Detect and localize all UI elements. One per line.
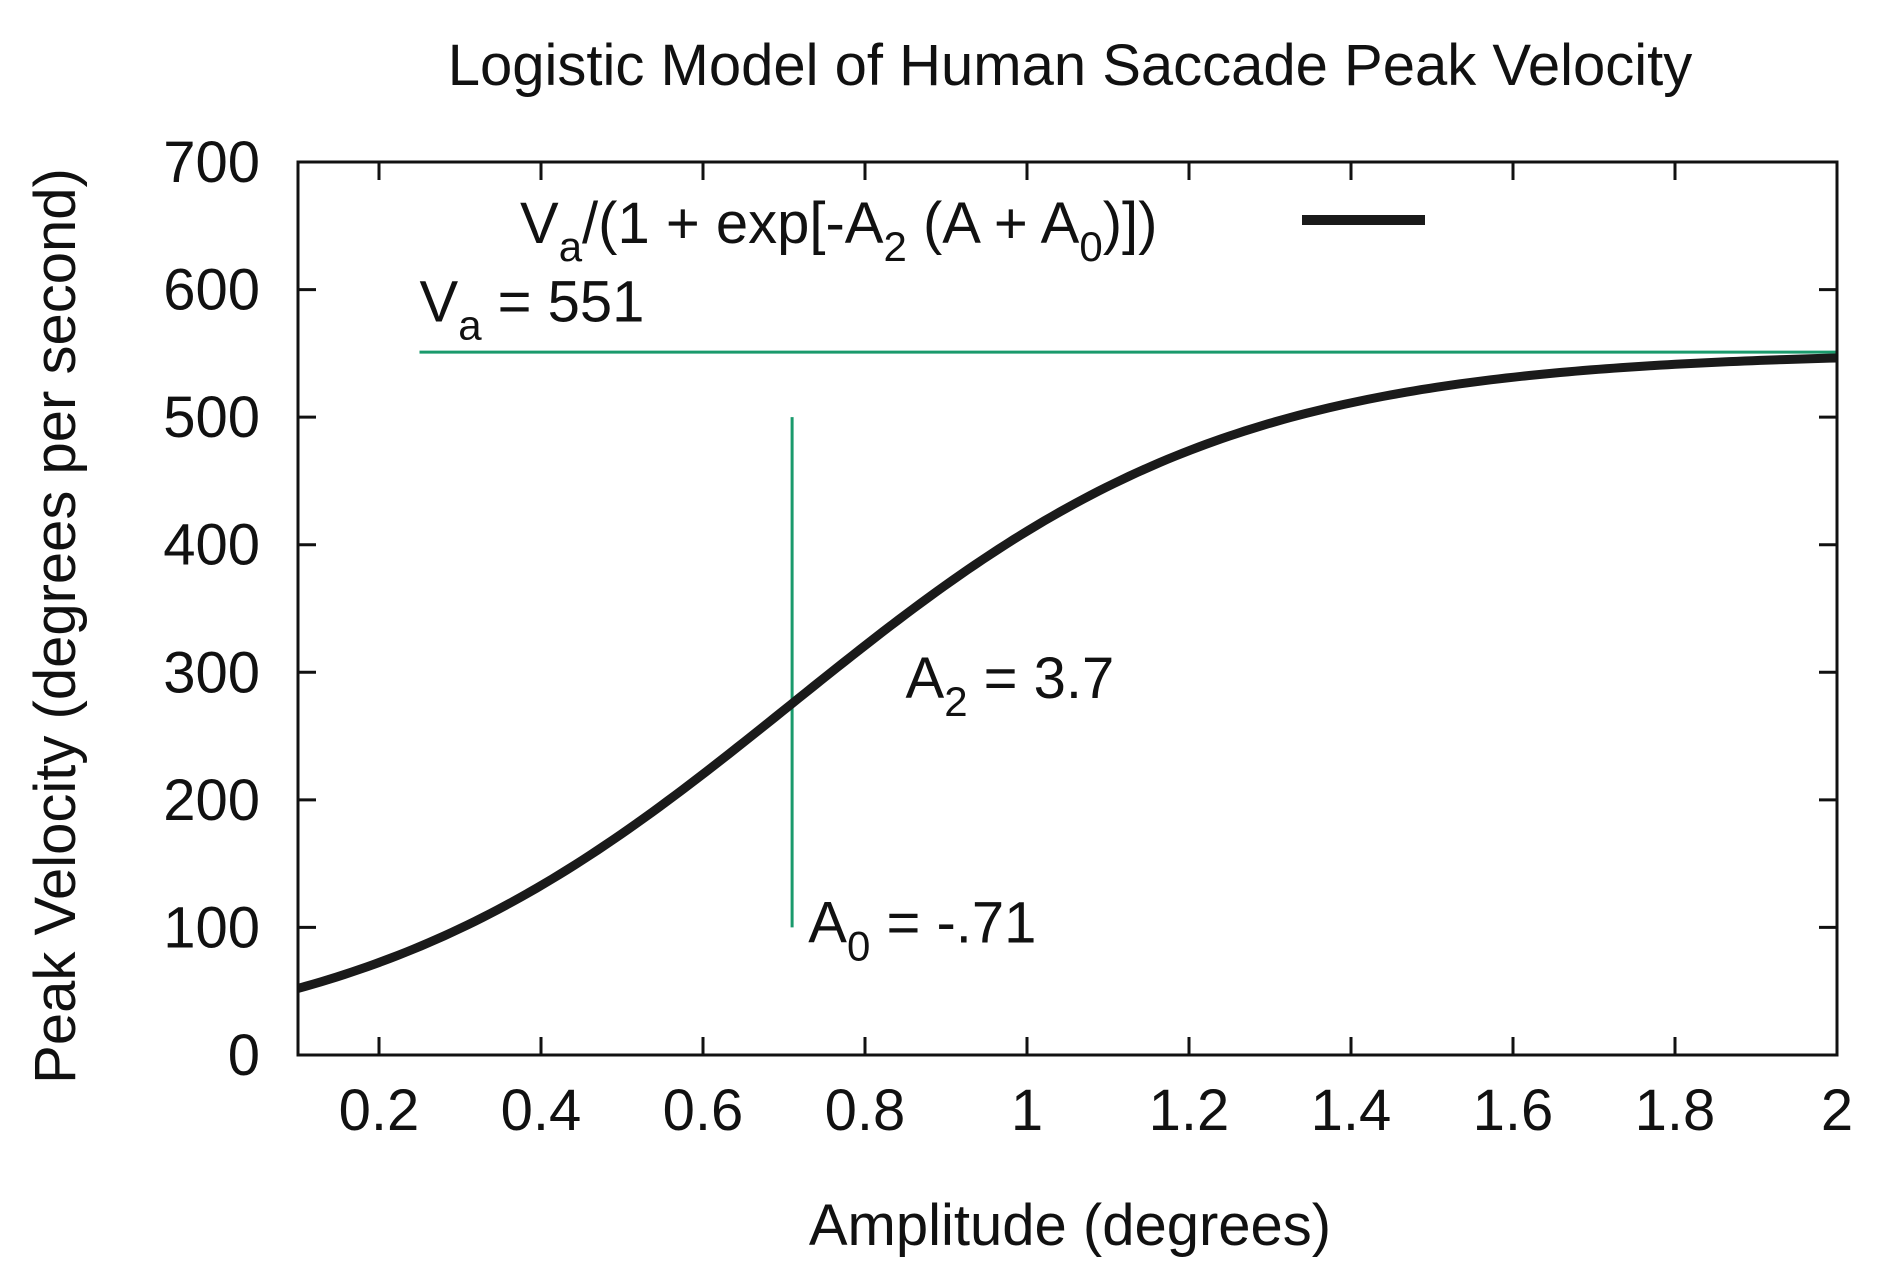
x-tick-label: 1.4 [1311, 1078, 1392, 1143]
x-tick-label: 0.8 [825, 1078, 906, 1143]
x-axis-label: Amplitude (degrees) [809, 1193, 1331, 1258]
x-tick-label: 0.2 [339, 1078, 420, 1143]
curve-layer [296, 353, 1838, 993]
y-tick-label: 100 [163, 895, 260, 960]
x-tick-label: 0.6 [663, 1078, 744, 1143]
y-tick-label: 200 [163, 768, 260, 833]
y-tick-label: 300 [163, 640, 260, 705]
y-tick-label: 400 [163, 513, 260, 578]
y-tick-label: 600 [163, 258, 260, 323]
annotation-a0: A0 = -.71 [808, 891, 1036, 970]
y-tick-label: 700 [163, 130, 260, 195]
y-tick-labels: 0 100 200 300 400 500 600 700 [163, 130, 260, 1088]
x-tick-label: 2 [1821, 1078, 1853, 1143]
y-axis-label: Peak Velocity (degrees per second) [23, 168, 88, 1084]
x-tick-label: 1.2 [1149, 1078, 1230, 1143]
y-tick-label: 500 [163, 385, 260, 450]
series-line [296, 353, 1838, 993]
x-tick-label: 1 [1011, 1078, 1043, 1143]
annotation-a2: A2 = 3.7 [906, 646, 1115, 725]
tick-marks [298, 160, 1839, 1057]
legend-label: Va/(1 + exp[-A2 (A + A0)]) [520, 191, 1157, 270]
annotation-va: Va = 551 [420, 269, 645, 348]
legend: Va/(1 + exp[-A2 (A + A0)]) [520, 191, 1425, 270]
x-tick-labels: 0.2 0.4 0.6 0.8 1 1.2 1.4 1.6 1.8 2 [339, 1078, 1853, 1143]
y-tick-label: 0 [228, 1023, 260, 1088]
x-tick-label: 1.6 [1473, 1078, 1554, 1143]
x-tick-label: 0.4 [501, 1078, 582, 1143]
chart-title: Logistic Model of Human Saccade Peak Vel… [448, 33, 1692, 98]
plot-frame [296, 160, 1839, 1057]
reference-lines [419, 350, 1837, 928]
x-tick-label: 1.8 [1635, 1078, 1716, 1143]
